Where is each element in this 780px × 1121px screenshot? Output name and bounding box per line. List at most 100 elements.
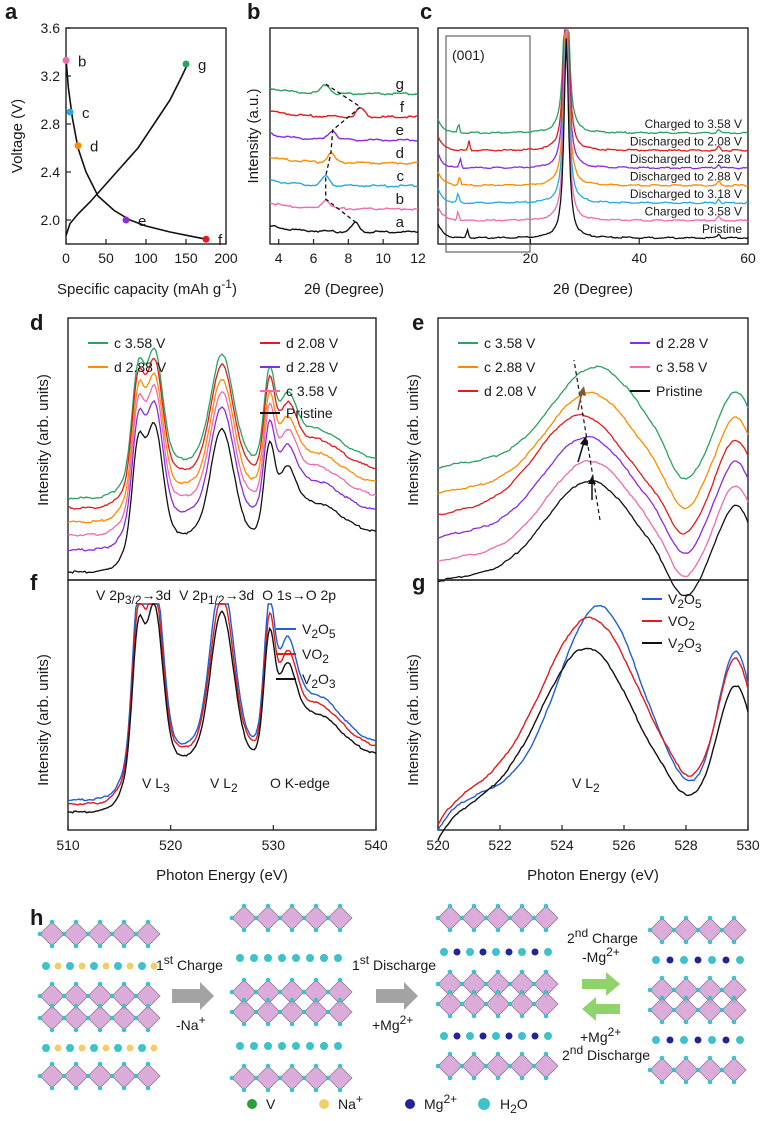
b-pattern-f — [269, 107, 419, 119]
g-spectrum — [437, 604, 749, 831]
e-arrow — [577, 391, 583, 411]
a-point-label-f: f — [218, 232, 223, 249]
charge1-label: 1st Charge — [156, 953, 223, 973]
polyhedra-layer — [435, 1051, 559, 1081]
f-xtick-label: 520 — [159, 837, 183, 853]
b-xtick-label: 6 — [310, 250, 318, 266]
c-xtick-label: 40 — [631, 250, 647, 266]
a-xtick-label: 100 — [134, 250, 158, 266]
e-legend-label: c 3.58 V — [656, 359, 708, 375]
f-xtick-label: 540 — [364, 837, 388, 853]
panel-c-plot: Charged to 3.58 V Discharged to 2.08 V Dis… — [437, 29, 749, 240]
b-series-label-d: d — [396, 145, 404, 162]
panel-f-ylabel: Intensity (arb. units) — [35, 654, 52, 786]
e-spectrum — [437, 365, 749, 480]
g-xtick-label: 524 — [550, 837, 574, 853]
c-xtick-label: 20 — [523, 250, 539, 266]
panel-b-x-ticks: 4 6 8 10 12 — [275, 239, 426, 266]
ion-layer — [236, 1042, 342, 1050]
e-legend-label: Pristine — [656, 383, 703, 399]
g-xtick-label: 522 — [488, 837, 512, 853]
discharge2-label: 2nd Discharge — [562, 1043, 650, 1063]
g-xtick-label: 526 — [612, 837, 636, 853]
panel-f-xlabel: Photon Energy (eV) — [156, 867, 288, 884]
e-legend-label: d 2.08 V — [484, 383, 537, 399]
b-xtick-label: 12 — [410, 250, 426, 266]
c-series-label: Discharged to 3.18 V — [630, 187, 742, 201]
e-arrow — [577, 441, 585, 463]
c-pattern — [437, 29, 749, 170]
panel-c-box-label: (001) — [452, 47, 485, 63]
panel-label-g: g — [412, 570, 425, 595]
b-xtick-label: 4 — [275, 250, 283, 266]
e-spectrum — [437, 435, 749, 554]
panel-g-x-ticks: 520 522 524 526 528 530 — [426, 825, 760, 853]
b-xtick-label: 10 — [375, 250, 391, 266]
g-xtick-label: 530 — [736, 837, 760, 853]
a-point-d — [74, 142, 82, 150]
polyhedra-layer — [37, 919, 161, 949]
d-legend-label: d 2.88 V — [114, 359, 167, 375]
b-pattern-e — [269, 129, 419, 142]
panel-c-highlight-box — [445, 35, 531, 253]
d-spectrum — [67, 347, 377, 500]
a-curve-discharge — [65, 57, 207, 240]
b-pattern-a — [269, 220, 419, 234]
legend-na-label: Na+ — [338, 1092, 363, 1112]
d-spectrum — [67, 357, 377, 510]
legend-h2o-label: H2O — [500, 1096, 528, 1116]
panel-f-legend: V2O5 VO2 V2O3 — [276, 621, 336, 691]
b-pattern-d — [269, 151, 419, 165]
b-series-label-c: c — [397, 168, 405, 185]
d-spectrum — [67, 399, 377, 552]
polyhedra-layer — [647, 915, 747, 945]
legend-h2o-dot — [478, 1098, 490, 1110]
panel-d-plot — [67, 347, 377, 574]
e-arrowhead — [578, 386, 586, 396]
panel-b-xlabel: 2θ (Degree) — [304, 281, 384, 298]
e-shift-guide — [573, 359, 601, 521]
polyhedra-layer — [229, 1063, 353, 1093]
polyhedra-layer — [229, 997, 353, 1027]
ion-layer — [42, 1044, 158, 1052]
e-spectrum — [437, 391, 749, 510]
b-pattern-b — [269, 199, 419, 211]
panel-f-x-ticks: 510 520 530 540 — [56, 825, 388, 853]
charge2-arrow — [582, 972, 620, 996]
panel-b-ylabel: Intensity (a.u.) — [245, 88, 262, 183]
panel-label-e: e — [412, 310, 424, 335]
panel-g-plot — [437, 604, 749, 841]
panel-d-legend: c 3.58 V d 2.88 V d 2.08 V d 2.28 V c 3.58 V… — [88, 335, 339, 421]
polyhedra-layer — [37, 981, 161, 1011]
polyhedra-layer — [435, 903, 559, 933]
a-xtick-label: 0 — [62, 250, 70, 266]
b-pattern-c — [269, 174, 419, 188]
d-legend-label: d 2.28 V — [286, 359, 339, 375]
panel-a-plot: b cd e f g — [62, 53, 223, 249]
legend-label: V2O3 — [302, 671, 336, 691]
a-ytick-label: 2.8 — [41, 116, 61, 132]
a-point-label-e: e — [138, 213, 146, 230]
c-pattern — [437, 29, 749, 152]
e-spectrum — [438, 459, 749, 578]
a-xtick-label: 200 — [214, 250, 238, 266]
e-legend-label: c 2.88 V — [484, 359, 536, 375]
b-series-label-b: b — [396, 191, 404, 208]
f-spectrum — [67, 603, 377, 806]
panel-e-ylabel: Intensity (arb. units) — [405, 374, 422, 506]
b-xtick-label: 8 — [344, 250, 352, 266]
a-point-label-d: d — [90, 139, 98, 156]
a-xtick-label: 150 — [174, 250, 198, 266]
panel-c-xlabel: 2θ (Degree) — [553, 281, 633, 298]
panel-a-xlabel: Specific capacity (mAh g-1) — [57, 277, 237, 298]
a-point-label-c: c — [82, 105, 90, 122]
panel-g-frame — [437, 579, 749, 831]
f-xtick-label: 510 — [56, 837, 80, 853]
panel-b-frame — [269, 27, 419, 245]
ion-layer — [42, 962, 158, 970]
polyhedra-layer — [435, 969, 559, 999]
panel-g-ylabel: Intensity (arb. units) — [405, 654, 422, 786]
ion-layer — [652, 1036, 744, 1044]
legend-mg-dot — [405, 1099, 415, 1109]
